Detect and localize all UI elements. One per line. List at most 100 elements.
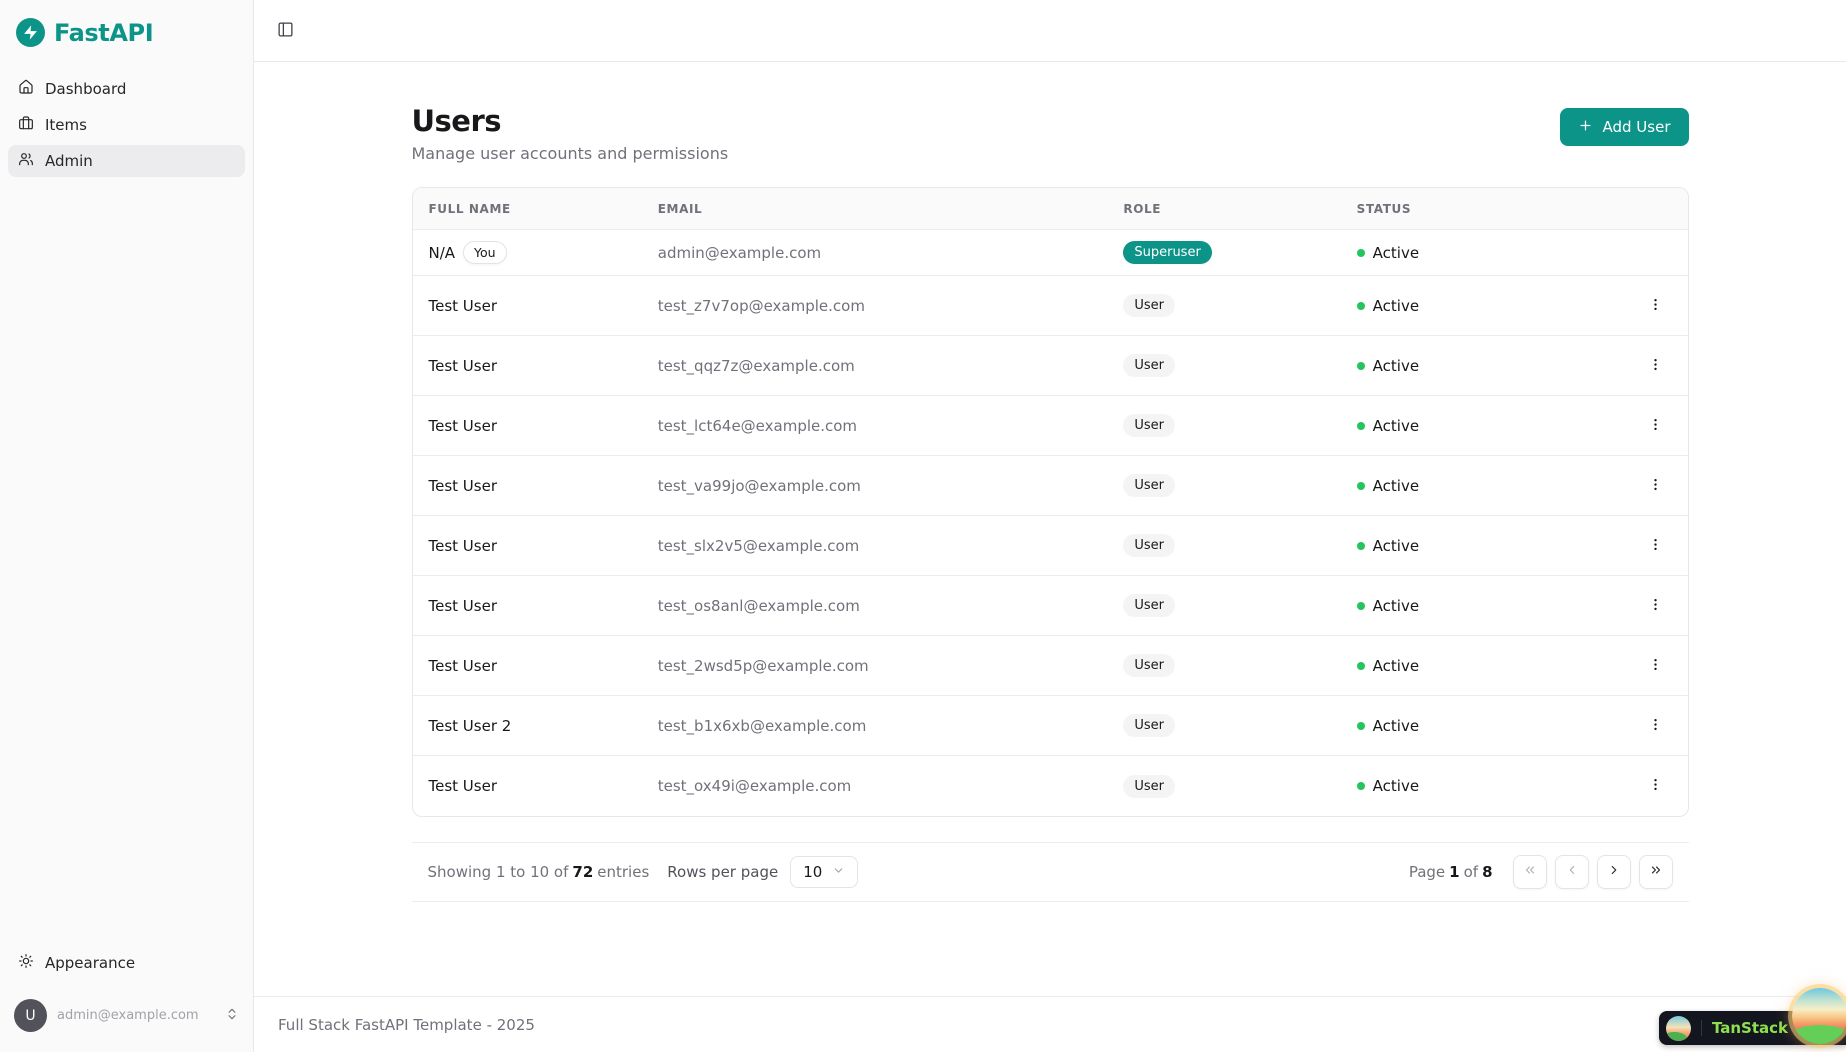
role-badge: User <box>1123 534 1175 558</box>
last-page-button[interactable] <box>1638 854 1673 889</box>
sidebar-item-dashboard[interactable]: Dashboard <box>8 73 245 105</box>
status-label: Active <box>1372 356 1420 375</box>
row-actions-kebab-button[interactable] <box>1639 290 1671 322</box>
plus-icon <box>1578 118 1593 137</box>
user-full-name: Test User <box>428 296 498 315</box>
table-row: Test User test_va99jo@example.com User A… <box>412 455 1688 517</box>
row-actions-kebab-button[interactable] <box>1639 770 1671 802</box>
user-full-name: Test User <box>428 536 498 555</box>
ellipsis-vertical-icon <box>1648 357 1663 375</box>
ellipsis-vertical-icon <box>1648 717 1663 735</box>
role-badge: User <box>1123 474 1175 498</box>
sun-icon <box>18 953 34 973</box>
chevron-right-icon <box>1607 863 1621 880</box>
status-dot <box>1356 248 1365 257</box>
add-user-button[interactable]: Add User <box>1559 108 1689 146</box>
chevrons-right-icon <box>1649 863 1663 880</box>
table-row: Test User test_slx2v5@example.com User A… <box>412 515 1688 577</box>
status-dot <box>1356 361 1365 370</box>
rows-per-page-label: Rows per page <box>667 862 779 881</box>
rows-per-page-value: 10 <box>803 862 823 881</box>
ellipsis-vertical-icon <box>1648 657 1663 675</box>
add-user-label: Add User <box>1602 118 1671 136</box>
user-email: test_va99jo@example.com <box>641 455 1108 517</box>
column-header-email: EMAIL <box>641 187 1108 231</box>
main-area: Users Manage user accounts and permissio… <box>254 0 1846 1052</box>
tanstack-island-icon[interactable] <box>1792 988 1846 1044</box>
row-actions-kebab-button[interactable] <box>1639 470 1671 502</box>
fastapi-bolt-icon <box>16 18 45 47</box>
house-icon <box>18 79 34 99</box>
rows-per-page-select[interactable]: 10 <box>790 855 859 888</box>
table-row: Test User test_ox49i@example.com User Ac… <box>413 756 1688 816</box>
user-full-name: Test User <box>428 416 498 435</box>
ellipsis-vertical-icon <box>1648 417 1663 435</box>
status-dot <box>1356 421 1365 430</box>
status-dot <box>1356 721 1365 730</box>
status-label: Active <box>1372 296 1420 315</box>
ellipsis-vertical-icon <box>1648 297 1663 315</box>
status-dot <box>1356 601 1365 610</box>
status-label: Active <box>1372 777 1420 796</box>
users-table-body: N/A You admin@example.com Superuser Acti… <box>412 229 1688 816</box>
brand-name: FastAPI <box>54 18 154 47</box>
sidebar: FastAPI Dashboard Items Admin Appearance <box>0 0 254 1052</box>
chevron-down-icon <box>832 863 845 881</box>
sidebar-item-label: Items <box>45 116 87 134</box>
page-total: 8 <box>1482 862 1493 881</box>
user-email: test_2wsd5p@example.com <box>641 635 1108 697</box>
row-actions-kebab-button[interactable] <box>1639 590 1671 622</box>
users-icon <box>18 151 34 171</box>
sidebar-item-label: Dashboard <box>45 80 127 98</box>
first-page-button[interactable] <box>1512 854 1547 889</box>
user-full-name: N/A <box>428 243 456 262</box>
row-actions-kebab-button[interactable] <box>1639 410 1671 442</box>
column-header-actions <box>1623 187 1688 231</box>
user-full-name: Test User 2 <box>428 716 512 735</box>
status-label: Active <box>1372 656 1420 675</box>
status-label: Active <box>1372 716 1420 735</box>
status-dot <box>1356 661 1365 670</box>
user-full-name: Test User <box>428 596 498 615</box>
sidebar-item-admin[interactable]: Admin <box>8 145 245 177</box>
ellipsis-vertical-icon <box>1648 777 1663 795</box>
chevrons-up-down-icon <box>225 1006 239 1025</box>
sidebar-spacer <box>8 181 245 947</box>
column-header-role: ROLE <box>1107 187 1341 231</box>
status-label: Active <box>1372 596 1420 615</box>
row-actions-kebab-button[interactable] <box>1639 350 1671 382</box>
user-full-name: Test User <box>428 476 498 495</box>
appearance-button[interactable]: Appearance <box>8 947 245 979</box>
previous-page-button[interactable] <box>1554 854 1589 889</box>
brand-logo: FastAPI <box>8 18 245 47</box>
user-email: test_b1x6xb@example.com <box>641 695 1108 757</box>
user-email: test_qqz7z@example.com <box>641 335 1108 397</box>
ellipsis-vertical-icon <box>1648 477 1663 495</box>
pagination-bar: Showing 1 to 10 of 72 entries Rows per p… <box>411 841 1689 902</box>
user-menu-button[interactable]: U admin@example.com <box>8 993 245 1038</box>
tanstack-label: TanStack <box>1711 1019 1788 1037</box>
user-email: test_ox49i@example.com <box>657 777 852 796</box>
role-badge: Superuser <box>1123 241 1212 265</box>
status-dot <box>1356 481 1365 490</box>
table-row: Test User test_qqz7z@example.com User Ac… <box>412 335 1688 397</box>
chevron-left-icon <box>1565 863 1579 880</box>
table-row: Test User test_lct64e@example.com User A… <box>412 395 1688 457</box>
tanstack-palm-icon <box>1665 1015 1691 1041</box>
user-email-label: admin@example.com <box>57 1008 199 1023</box>
status-label: Active <box>1372 243 1420 262</box>
page-title: Users <box>411 104 502 138</box>
ellipsis-vertical-icon <box>1648 597 1663 615</box>
sidebar-nav: Dashboard Items Admin <box>8 73 245 181</box>
table-row: Test User 2 test_b1x6xb@example.com User… <box>412 695 1688 757</box>
row-actions-kebab-button[interactable] <box>1639 650 1671 682</box>
role-badge: User <box>1123 774 1175 798</box>
row-actions-kebab-button[interactable] <box>1639 530 1671 562</box>
sidebar-toggle-button[interactable] <box>268 14 302 48</box>
row-actions-kebab-button[interactable] <box>1639 710 1671 742</box>
users-table: FULL NAME EMAIL ROLE STATUS N/A You admi… <box>411 186 1689 817</box>
devtools-separator <box>1700 1020 1702 1036</box>
appearance-label: Appearance <box>45 954 136 972</box>
sidebar-item-items[interactable]: Items <box>8 109 245 141</box>
next-page-button[interactable] <box>1596 854 1631 889</box>
